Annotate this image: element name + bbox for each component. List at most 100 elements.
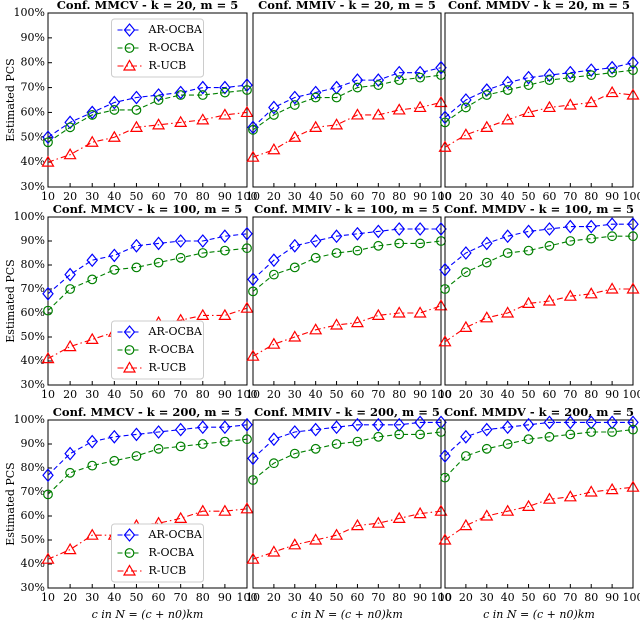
- marker-diamond: [174, 85, 187, 100]
- marker-circle: [607, 67, 618, 78]
- marker-diamond: [309, 422, 322, 437]
- marker-circle: [65, 122, 76, 133]
- x-tick-label: 40: [501, 591, 515, 604]
- x-tick-label: 90: [413, 388, 427, 401]
- y-axis-label: Estimated PCS: [4, 58, 17, 141]
- marker-circle: [268, 458, 279, 469]
- marker-diamond: [123, 23, 136, 37]
- x-tick-label: 100: [237, 388, 258, 401]
- x-tick-label: 20: [63, 591, 77, 604]
- marker-triangle: [218, 504, 232, 516]
- marker-circle: [219, 436, 230, 447]
- x-tick-label: 40: [309, 388, 323, 401]
- marker-triangle: [174, 511, 188, 524]
- x-tick-label: 10: [41, 190, 55, 203]
- marker-diamond: [241, 226, 253, 241]
- series-line: [252, 510, 442, 560]
- x-tick-label: 10: [41, 388, 55, 401]
- marker-diamond: [460, 246, 472, 260]
- marker-circle: [352, 82, 363, 93]
- y-tick-label: 90%: [21, 31, 45, 44]
- panel-title: Conf. MMCV - k = 100, m = 5: [53, 202, 242, 216]
- marker-circle: [310, 443, 321, 454]
- marker-circle: [124, 345, 135, 355]
- x-tick-label: 30: [288, 591, 302, 604]
- series-line: [47, 111, 248, 163]
- marker-triangle: [240, 301, 254, 313]
- x-tick-label: 10: [41, 591, 55, 604]
- marker-circle: [586, 70, 597, 81]
- marker-circle: [565, 429, 576, 440]
- marker-diamond: [460, 429, 472, 444]
- marker-circle: [440, 284, 450, 294]
- marker-circle: [415, 429, 426, 440]
- x-tick-label: 30: [480, 190, 494, 203]
- series-line: [47, 89, 248, 143]
- marker-diamond: [351, 417, 364, 432]
- x-tick-label: 80: [392, 388, 406, 401]
- marker-triangle: [350, 315, 364, 328]
- series-line: [252, 431, 442, 481]
- x-tick-label: 100: [431, 190, 452, 203]
- x-tick-label: 50: [129, 190, 143, 203]
- marker-triangle: [392, 306, 406, 318]
- marker-circle: [331, 92, 342, 103]
- marker-circle: [394, 75, 405, 86]
- x-tick-label: 50: [129, 388, 143, 401]
- x-tick-label: 70: [563, 190, 577, 203]
- marker-circle: [544, 75, 555, 86]
- marker-triangle: [501, 113, 515, 125]
- marker-circle: [607, 427, 618, 437]
- marker-triangle: [434, 504, 448, 516]
- marker-diamond: [64, 446, 76, 461]
- plot-frame: [252, 216, 442, 386]
- series-line: [47, 247, 248, 311]
- legend-label: AR-OCBA: [148, 325, 203, 338]
- marker-diamond: [393, 417, 406, 432]
- marker-circle: [352, 245, 363, 256]
- x-tick-label: 30: [85, 190, 99, 203]
- marker-triangle: [330, 528, 344, 540]
- marker-circle: [87, 460, 98, 471]
- marker-diamond: [522, 417, 535, 432]
- marker-diamond: [86, 253, 99, 268]
- x-tick-label: 20: [459, 591, 473, 604]
- marker-triangle: [480, 311, 494, 323]
- marker-triangle: [246, 150, 260, 162]
- marker-triangle: [288, 538, 302, 550]
- marker-diamond: [330, 420, 343, 435]
- marker-triangle: [41, 351, 55, 364]
- marker-triangle: [392, 103, 406, 115]
- x-tick-label: 40: [107, 190, 121, 203]
- marker-diamond: [585, 415, 598, 430]
- marker-triangle: [626, 88, 640, 100]
- x-tick-label: 10: [246, 190, 260, 203]
- x-tick-label: 60: [542, 388, 556, 401]
- y-tick-label: 70%: [21, 282, 45, 295]
- legend-label: R-OCBA: [149, 343, 196, 356]
- marker-triangle: [371, 108, 385, 120]
- panel-title: Conf. MMCV - k = 20, m = 5: [57, 0, 238, 12]
- x-tick-label: 50: [129, 591, 143, 604]
- marker-triangle: [246, 552, 260, 564]
- marker-diamond: [414, 415, 426, 430]
- marker-diamond: [439, 449, 451, 463]
- marker-circle: [415, 238, 426, 249]
- marker-circle: [460, 267, 471, 278]
- marker-triangle: [459, 320, 473, 332]
- x-axis-label: c in N = (c + n0)km: [291, 608, 403, 621]
- marker-triangle: [371, 516, 385, 528]
- marker-circle: [331, 248, 342, 258]
- marker-circle: [131, 105, 142, 115]
- legend-label: AR-OCBA: [148, 528, 203, 541]
- x-tick-label: 90: [413, 591, 427, 604]
- x-tick-label: 70: [371, 591, 385, 604]
- x-axis-label: c in N = (c + n0)km: [92, 608, 204, 621]
- series-line: [444, 486, 634, 541]
- x-tick-label: 100: [237, 591, 258, 604]
- plot-frame: [47, 216, 248, 386]
- x-tick-label: 40: [107, 591, 121, 604]
- marker-triangle: [522, 499, 536, 511]
- marker-circle: [242, 243, 252, 254]
